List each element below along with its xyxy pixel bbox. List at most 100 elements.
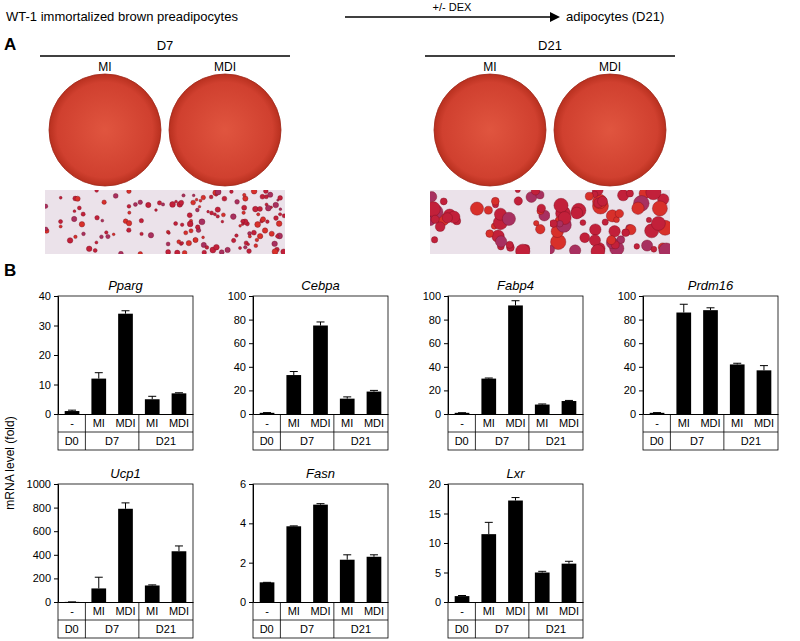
y-tick: 20 xyxy=(429,384,448,396)
y-tick-label: 0 xyxy=(240,596,246,608)
y-tick-mark xyxy=(639,320,643,321)
y-tick-label: 600 xyxy=(33,525,51,537)
lipid-droplet xyxy=(554,198,568,212)
error-bar-cap xyxy=(175,392,183,393)
error-bar-cap xyxy=(343,396,351,397)
y-tick-mark xyxy=(54,296,58,297)
lipid-droplet xyxy=(102,200,106,204)
y-tick-mark xyxy=(249,320,253,321)
bar xyxy=(118,314,133,414)
lipid-droplet xyxy=(216,215,219,218)
bar xyxy=(286,526,301,602)
error-bar-cap xyxy=(68,601,76,602)
x-tick: MI xyxy=(731,414,743,429)
x-tick-label: MDI xyxy=(310,417,330,429)
lipid-droplet xyxy=(272,249,278,254)
lipid-droplet xyxy=(201,195,206,200)
x-tick-label: - xyxy=(460,605,464,617)
x-tick: - xyxy=(460,414,464,429)
panel-a-group-label: D21 xyxy=(538,38,562,53)
chart: Lxr05101520-MIMDIMIMDID0D7D21 xyxy=(429,466,584,638)
y-axis: 0246 xyxy=(240,478,254,608)
group-separator xyxy=(333,414,334,450)
label-row-separator xyxy=(643,432,778,433)
y-tick-label: 0 xyxy=(630,408,636,420)
lipid-droplet xyxy=(221,213,225,217)
lipid-droplet xyxy=(193,238,197,242)
lipid-droplet xyxy=(231,214,237,220)
group-label: D7 xyxy=(300,435,314,447)
bar xyxy=(65,411,80,414)
x-tick: MDI xyxy=(559,414,579,429)
error-bar xyxy=(317,503,325,505)
lipid-droplet xyxy=(254,244,258,248)
error-bar-cap xyxy=(707,307,715,308)
y-tick: 80 xyxy=(624,314,643,326)
y-tick: 80 xyxy=(429,314,448,326)
group-label: D0 xyxy=(455,623,469,635)
y-tick-mark xyxy=(54,355,58,356)
error-bar xyxy=(263,412,271,413)
y-tick-mark xyxy=(54,326,58,327)
x-tick: MI xyxy=(146,414,158,429)
lipid-droplet xyxy=(651,216,665,230)
x-tick: MI xyxy=(288,414,300,429)
lipid-droplet xyxy=(113,193,118,198)
lipid-droplet xyxy=(243,193,246,196)
chart-title: Fabp4 xyxy=(497,278,534,293)
y-tick-label: 80 xyxy=(234,314,246,326)
y-axis-line xyxy=(249,297,254,415)
x-tick: MI xyxy=(93,602,105,617)
x-axis-line xyxy=(449,414,584,415)
lipid-droplet xyxy=(59,225,62,228)
group-separator xyxy=(85,414,86,450)
lipid-droplet xyxy=(239,224,242,227)
group-label: D0 xyxy=(65,435,79,447)
lipid-droplet xyxy=(537,204,545,212)
micrograph-background xyxy=(430,190,550,254)
lipid-droplet xyxy=(264,190,269,193)
lipid-droplet xyxy=(431,215,439,223)
bar xyxy=(145,585,160,602)
lipid-droplet xyxy=(626,190,633,197)
x-axis: -MIMDIMIMDI xyxy=(644,414,779,429)
lipid-droplet xyxy=(589,235,600,246)
x-tick-label: MDI xyxy=(169,417,189,429)
lipid-droplet xyxy=(67,238,73,244)
error-bar-cap xyxy=(760,365,768,366)
lipid-droplet xyxy=(652,201,667,216)
lipid-droplet xyxy=(126,220,131,225)
label-row-separator xyxy=(448,432,583,433)
header-right: adipocytes (D21) xyxy=(566,9,664,24)
bar xyxy=(313,326,328,415)
bar xyxy=(481,379,496,414)
bar xyxy=(562,401,577,414)
group-label: D0 xyxy=(260,623,274,635)
error-bar xyxy=(95,373,103,379)
y-tick: 0 xyxy=(45,596,58,608)
lipid-droplet xyxy=(266,205,272,211)
y-tick: 0 xyxy=(630,408,643,420)
y-tick-label: 2 xyxy=(240,557,246,569)
x-tick: - xyxy=(70,414,74,429)
panel-a-group-line xyxy=(425,55,675,57)
bar xyxy=(508,305,523,414)
error-bar xyxy=(343,555,351,560)
error-bar-cap xyxy=(290,525,298,526)
lipid-droplet xyxy=(195,198,198,201)
lipid-droplet xyxy=(213,213,216,216)
error-bar xyxy=(538,571,546,572)
lipid-droplet xyxy=(191,200,196,205)
lipid-droplet xyxy=(75,196,80,201)
lipid-droplet xyxy=(276,221,282,227)
lipid-droplet xyxy=(634,244,640,250)
lipid-droplet xyxy=(180,223,184,227)
x-tick-label: MI xyxy=(93,417,105,429)
lipid-droplet xyxy=(181,242,184,245)
chart: Prdm16020406080100-MIMDIMIMDID0D7D21 xyxy=(618,278,779,450)
lipid-droplet xyxy=(45,227,48,231)
x-tick: - xyxy=(70,602,74,617)
lipid-droplet xyxy=(215,207,220,212)
chart-frame xyxy=(253,484,388,638)
lipid-droplet xyxy=(266,220,270,224)
